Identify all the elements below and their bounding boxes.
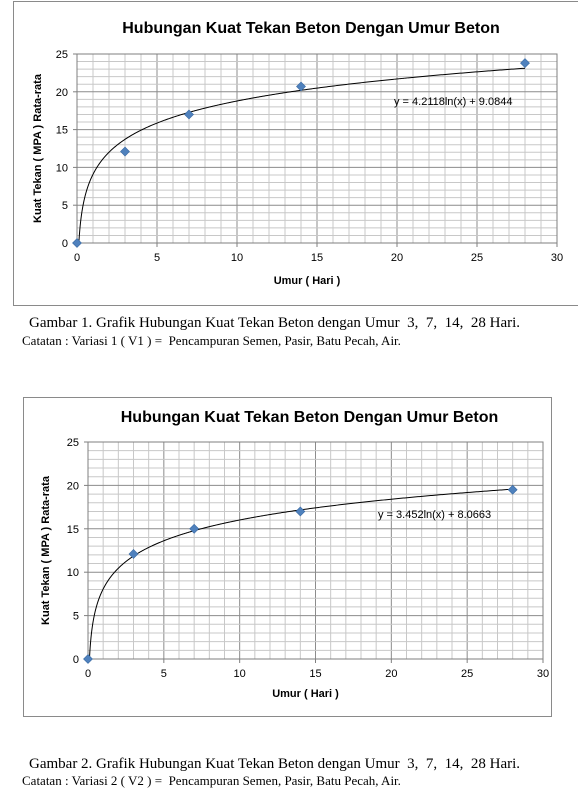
data-point <box>184 109 194 120</box>
y-tick-label: 20 <box>67 480 79 492</box>
x-tick-label: 0 <box>74 252 80 264</box>
chart-title: Hubungan Kuat Tekan Beton Dengan Umur Be… <box>122 20 499 37</box>
x-axis-label: Umur ( Hari ) <box>272 688 339 700</box>
x-tick-label: 5 <box>154 252 160 264</box>
x-tick-label: 30 <box>551 252 563 264</box>
figure-1-caption: Gambar 1. Grafik Hubungan Kuat Tekan Bet… <box>29 315 521 331</box>
y-tick-label: 15 <box>67 524 79 536</box>
chart-1: 0 5 10 15 20 25 30 0 5 10 15 20 25 Hubungan Kuat Teka… <box>13 1 578 306</box>
x-tick-label: 30 <box>537 668 549 680</box>
trendline <box>78 67 526 243</box>
y-tick-label: 15 <box>56 125 68 137</box>
y-tick-label: 25 <box>56 49 68 61</box>
y-axis-label: Kuat Tekan ( MPA ) Rata-rata <box>40 475 52 625</box>
x-tick-label: 25 <box>471 252 483 264</box>
x-tick-label: 20 <box>391 252 403 264</box>
x-tick-label: 15 <box>311 252 323 264</box>
y-tick-label: 0 <box>62 238 68 250</box>
data-point <box>296 81 306 92</box>
y-axis-label: Kuat Tekan ( MPA ) Rata-rata <box>32 73 44 223</box>
gridlines <box>76 53 558 244</box>
x-tick-label: 0 <box>85 668 91 680</box>
y-tick-label: 5 <box>73 611 79 623</box>
y-tick-label: 25 <box>67 437 79 449</box>
y-tick-label: 0 <box>73 654 79 666</box>
y-tick-label: 5 <box>62 200 68 212</box>
y-tick-label: 20 <box>56 87 68 99</box>
gridlines <box>87 441 544 660</box>
chart-2: 0 5 10 15 20 25 30 0 5 10 15 20 25 Hubungan Kuat Teka… <box>23 397 552 717</box>
data-point <box>128 549 139 559</box>
figure-2-caption: Gambar 2. Grafik Hubungan Kuat Tekan Bet… <box>29 756 521 772</box>
data-point <box>520 58 530 68</box>
x-tick-label: 10 <box>234 668 246 680</box>
chart-2-svg: 0 5 10 15 20 25 30 0 5 10 15 20 25 Hubungan Kuat Teka… <box>40 409 549 700</box>
chart-1-svg: 0 5 10 15 20 25 30 0 5 10 15 20 25 Hubungan Kuat Teka… <box>32 20 563 287</box>
figure-1-note: Catatan : Variasi 1 ( V1 ) = Pencampuran… <box>22 333 401 348</box>
data-point <box>120 146 130 157</box>
figure-2-note: Catatan : Variasi 2 ( V2 ) = Pencampuran… <box>22 773 401 788</box>
data-point <box>189 523 200 534</box>
x-axis-label: Umur ( Hari ) <box>274 275 341 287</box>
data-point <box>83 654 93 664</box>
data-point <box>507 484 518 495</box>
trendline-equation: y = 3.452ln(x) + 8.0663 <box>378 509 491 521</box>
x-tick-label: 25 <box>461 668 473 680</box>
y-tick-label: 10 <box>67 567 79 579</box>
x-tick-label: 20 <box>385 668 397 680</box>
y-tick-label: 10 <box>56 162 68 174</box>
x-tick-label: 10 <box>231 252 243 264</box>
x-tick-label: 15 <box>309 668 321 680</box>
trendline <box>89 488 513 659</box>
data-point <box>72 238 82 248</box>
x-tick-label: 5 <box>161 668 167 680</box>
chart-title: Hubungan Kuat Tekan Beton Dengan Umur Be… <box>121 409 498 426</box>
data-point <box>295 506 306 517</box>
trendline-equation: y = 4.2118ln(x) + 9.0844 <box>394 96 512 108</box>
